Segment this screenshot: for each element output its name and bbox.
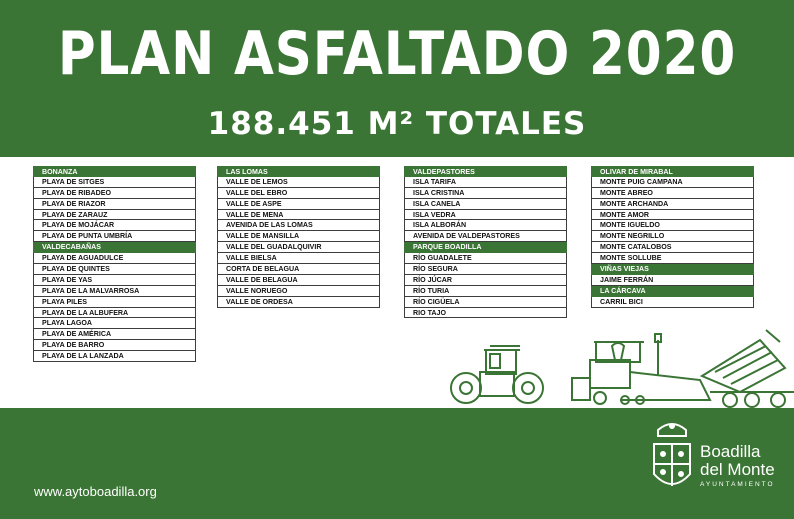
street-item: RÍO JÚCAR	[404, 274, 567, 286]
neighborhood-header: OLIVAR DE MIRABAL	[591, 166, 754, 177]
neighborhood-header: VIÑAS VIEJAS	[591, 264, 754, 275]
street-item: MONTE ABREO	[591, 187, 754, 199]
street-item: VALLE DE ASPE	[217, 198, 380, 210]
street-item: PLAYA DE LA LANZADA	[33, 351, 196, 363]
street-item: MONTE CATALOBOS	[591, 242, 754, 254]
website-link[interactable]: www.aytoboadilla.org	[34, 484, 157, 499]
street-item: PLAYA DE ZARAUZ	[33, 209, 196, 221]
street-item: VALLE DEL GUADALQUIVIR	[217, 242, 380, 254]
neighborhood-header: VALDECABAÑAS	[33, 242, 196, 254]
street-item: ISLA ALBORÁN	[404, 220, 567, 232]
street-item: VALLE DE ORDESA	[217, 296, 380, 308]
street-item: RÍO GUADALETE	[404, 253, 567, 265]
street-item: PLAYA DE AGUADULCE	[33, 253, 196, 265]
page-title: PLAN ASFALTADO 2020	[57, 19, 737, 89]
street-item: CARRIL BICI	[591, 296, 754, 308]
street-item: AVENIDA DE LAS LOMAS	[217, 220, 380, 232]
street-item: ISLA TARIFA	[404, 176, 567, 188]
street-item: PLAYA DE YAS	[33, 274, 196, 286]
street-item: MONTE SOLLUBE	[591, 253, 754, 265]
street-list-column-3: VALDEPASTORES ISLA TARIFA ISLA CRISTINA ISL…	[404, 166, 567, 319]
street-list-column-4: OLIVAR DE MIRABAL MONTE PUIG CAMPANA MONTE…	[591, 166, 754, 308]
street-item: AVENIDA DE VALDEPASTORES	[404, 231, 567, 243]
street-item: MONTE PUIG CAMPANA	[591, 176, 754, 188]
street-list-column-2: LAS LOMAS VALLE DE LEMOS VALLE DEL EBRO VAL…	[217, 166, 380, 308]
street-item: PLAYA DE RIAZOR	[33, 198, 196, 210]
street-item: PLAYA DE MOJÁCAR	[33, 220, 196, 232]
street-item: VALLE DE MANSILLA	[217, 231, 380, 243]
street-item: MONTE NEGRILLO	[591, 231, 754, 243]
street-item: MONTE ARCHANDA	[591, 198, 754, 210]
street-item: VALLE NORUEGO	[217, 285, 380, 297]
street-item: VALLE DE BELAGUA	[217, 274, 380, 286]
street-item: VALLE BIELSA	[217, 253, 380, 265]
street-item: PLAYA DE PUNTA UMBRÍA	[33, 231, 196, 243]
road-roller-icon	[450, 345, 544, 404]
page-subtitle: 188.451 M² TOTALES	[207, 106, 587, 142]
street-item: PLAYA LAGOA	[33, 318, 196, 330]
municipality-logo-text: Boadilla del Monte AYUNTAMIENTO	[700, 443, 775, 491]
street-item: MONTE AMOR	[591, 209, 754, 221]
street-list-column-1: BONANZA PLAYA DE SITGES PLAYA DE RIBADEO PL…	[33, 166, 196, 363]
neighborhood-header: BONANZA	[33, 166, 196, 177]
street-item: VALLE DE MENA	[217, 209, 380, 221]
street-item: PLAYA DE RIBADEO	[33, 187, 196, 199]
asphalt-paver-icon	[571, 333, 712, 405]
street-item: PLAYA DE QUINTES	[33, 264, 196, 275]
street-item: VALLE DE LEMOS	[217, 176, 380, 188]
street-item: JAIME FERRÁN	[591, 274, 754, 286]
street-item: CORTA DE BELAGUA	[217, 264, 380, 275]
dump-truck-icon	[699, 329, 794, 408]
road-machinery-illustration	[450, 329, 794, 408]
neighborhood-header: VALDEPASTORES	[404, 166, 567, 177]
street-item: VALLE DEL EBRO	[217, 187, 380, 199]
brand-line-1: Boadilla	[700, 442, 761, 461]
footer-banner: www.aytoboadilla.org Boadilla del Monte …	[0, 408, 794, 519]
street-item: ISLA CRISTINA	[404, 187, 567, 199]
street-item: RIO TAJO	[404, 307, 567, 319]
street-item: PLAYA DE LA ALBUFERA	[33, 307, 196, 319]
street-item: PLAYA DE SITGES	[33, 176, 196, 188]
street-item: PLAYA PILES	[33, 296, 196, 308]
street-item: PLAYA DE LA MALVARROSA	[33, 285, 196, 297]
neighborhood-header: PARQUE BOADILLA	[404, 242, 567, 254]
neighborhood-header: LAS LOMAS	[217, 166, 380, 177]
street-item: ISLA VEDRA	[404, 209, 567, 221]
brand-line-3: AYUNTAMIENTO	[700, 481, 775, 488]
coat-of-arms-icon	[653, 423, 691, 486]
header-banner: PLAN ASFALTADO 2020 188.451 M² TOTALES	[0, 0, 794, 157]
street-item: PLAYA DE AMÉRICA	[33, 329, 196, 341]
street-item: RÍO SEGURA	[404, 264, 567, 275]
brand-line-2: del Monte	[700, 460, 775, 479]
street-item: ISLA CANELA	[404, 198, 567, 210]
neighborhood-header: LA CÁRCAVA	[591, 285, 754, 297]
street-item: PLAYA DE BARRO	[33, 340, 196, 352]
street-item: RÍO TURIA	[404, 285, 567, 297]
street-item: MONTE IGUELDO	[591, 220, 754, 232]
street-item: RÍO CIGÜELA	[404, 296, 567, 308]
